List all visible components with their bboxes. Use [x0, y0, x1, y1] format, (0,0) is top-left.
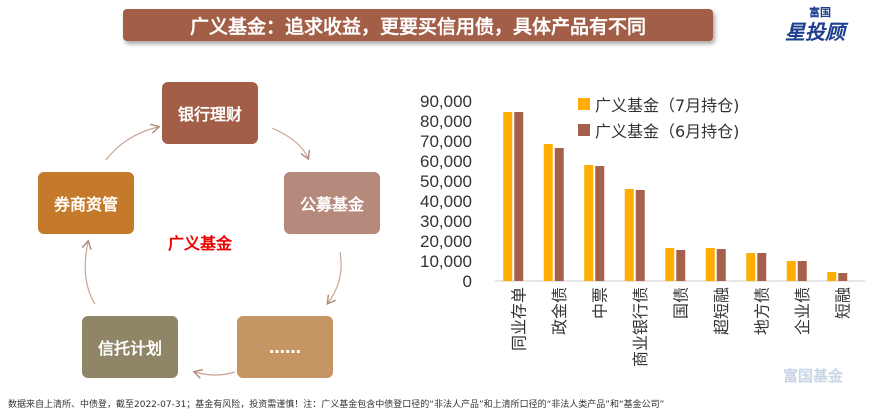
bar-june: [676, 250, 686, 281]
arrow: [328, 251, 342, 303]
bar-june: [757, 253, 767, 281]
bar-june: [514, 112, 524, 281]
bar-june: [797, 261, 807, 281]
bar-july: [503, 112, 513, 281]
bar-july: [827, 272, 837, 281]
bar-july: [746, 253, 756, 281]
legend-label: 广义基金（6月持仓): [595, 122, 740, 141]
cycle-arrows: [0, 0, 342, 390]
y-tick-label: 80,000: [420, 112, 472, 131]
bar-july: [584, 165, 594, 281]
legend-swatch: [578, 124, 590, 136]
arrow: [195, 372, 236, 375]
node-public-fund: 公募基金: [284, 172, 380, 234]
center-label: 广义基金: [168, 234, 233, 253]
bar-july: [786, 261, 796, 281]
bar-july: [705, 248, 715, 281]
bar-chart: 010,00020,00030,00040,00050,00060,00070,…: [420, 92, 865, 367]
bar-july: [665, 248, 675, 281]
y-tick-label: 60,000: [420, 152, 472, 171]
page-title: 广义基金：追求收益，更要买信用债，具体产品有不同: [123, 9, 713, 41]
x-tick-label: 企业债: [794, 287, 812, 335]
y-tick-label: 0: [463, 272, 472, 291]
x-tick-label: 超短融: [713, 287, 731, 335]
bar-june: [635, 190, 645, 281]
legend-swatch: [578, 98, 590, 110]
logo-main: 星投顾: [785, 20, 845, 44]
footnote: 数据来自上清所、中债登，截至2022-07-31；基金有风险，投资需谨慎！注：广…: [8, 400, 665, 410]
y-tick-label: 30,000: [420, 212, 472, 231]
node-bank-wealth: 银行理财: [162, 82, 258, 144]
bar-july: [543, 144, 553, 281]
x-tick-label: 政金债: [551, 287, 569, 335]
x-tick-label: 地方债: [753, 287, 771, 335]
y-tick-label: 50,000: [420, 172, 472, 191]
node-others: ……: [237, 316, 333, 378]
y-tick-label: 90,000: [420, 92, 472, 111]
bar-june: [554, 148, 564, 281]
node-trust: 信托计划: [82, 316, 178, 378]
logo-top: 富国: [809, 6, 831, 19]
bar-july: [624, 189, 634, 281]
legend-item-july: 广义基金（7月持仓): [578, 92, 739, 116]
arrow: [105, 127, 158, 161]
x-tick-label: 短融: [834, 287, 852, 319]
bar-june: [595, 166, 605, 281]
bar-june: [716, 249, 726, 281]
watermark: 富国基金: [783, 367, 844, 385]
x-tick-label: 同业存单: [510, 287, 528, 351]
arrow: [85, 242, 96, 305]
legend-item-june: 广义基金（6月持仓): [578, 118, 739, 142]
y-tick-label: 20,000: [420, 232, 472, 251]
x-tick-label: 国债: [672, 287, 690, 319]
legend-label: 广义基金（7月持仓): [595, 96, 740, 115]
y-tick-label: 10,000: [420, 252, 472, 271]
bar-june: [838, 273, 848, 281]
x-tick-label: 商业银行债: [632, 287, 650, 367]
y-tick-label: 70,000: [420, 132, 472, 151]
y-tick-label: 40,000: [420, 192, 472, 211]
logo: 富国 星投顾: [757, 4, 867, 46]
x-tick-label: 中票: [591, 287, 609, 319]
node-broker-am: 券商资管: [38, 172, 134, 234]
arrow: [271, 127, 308, 158]
